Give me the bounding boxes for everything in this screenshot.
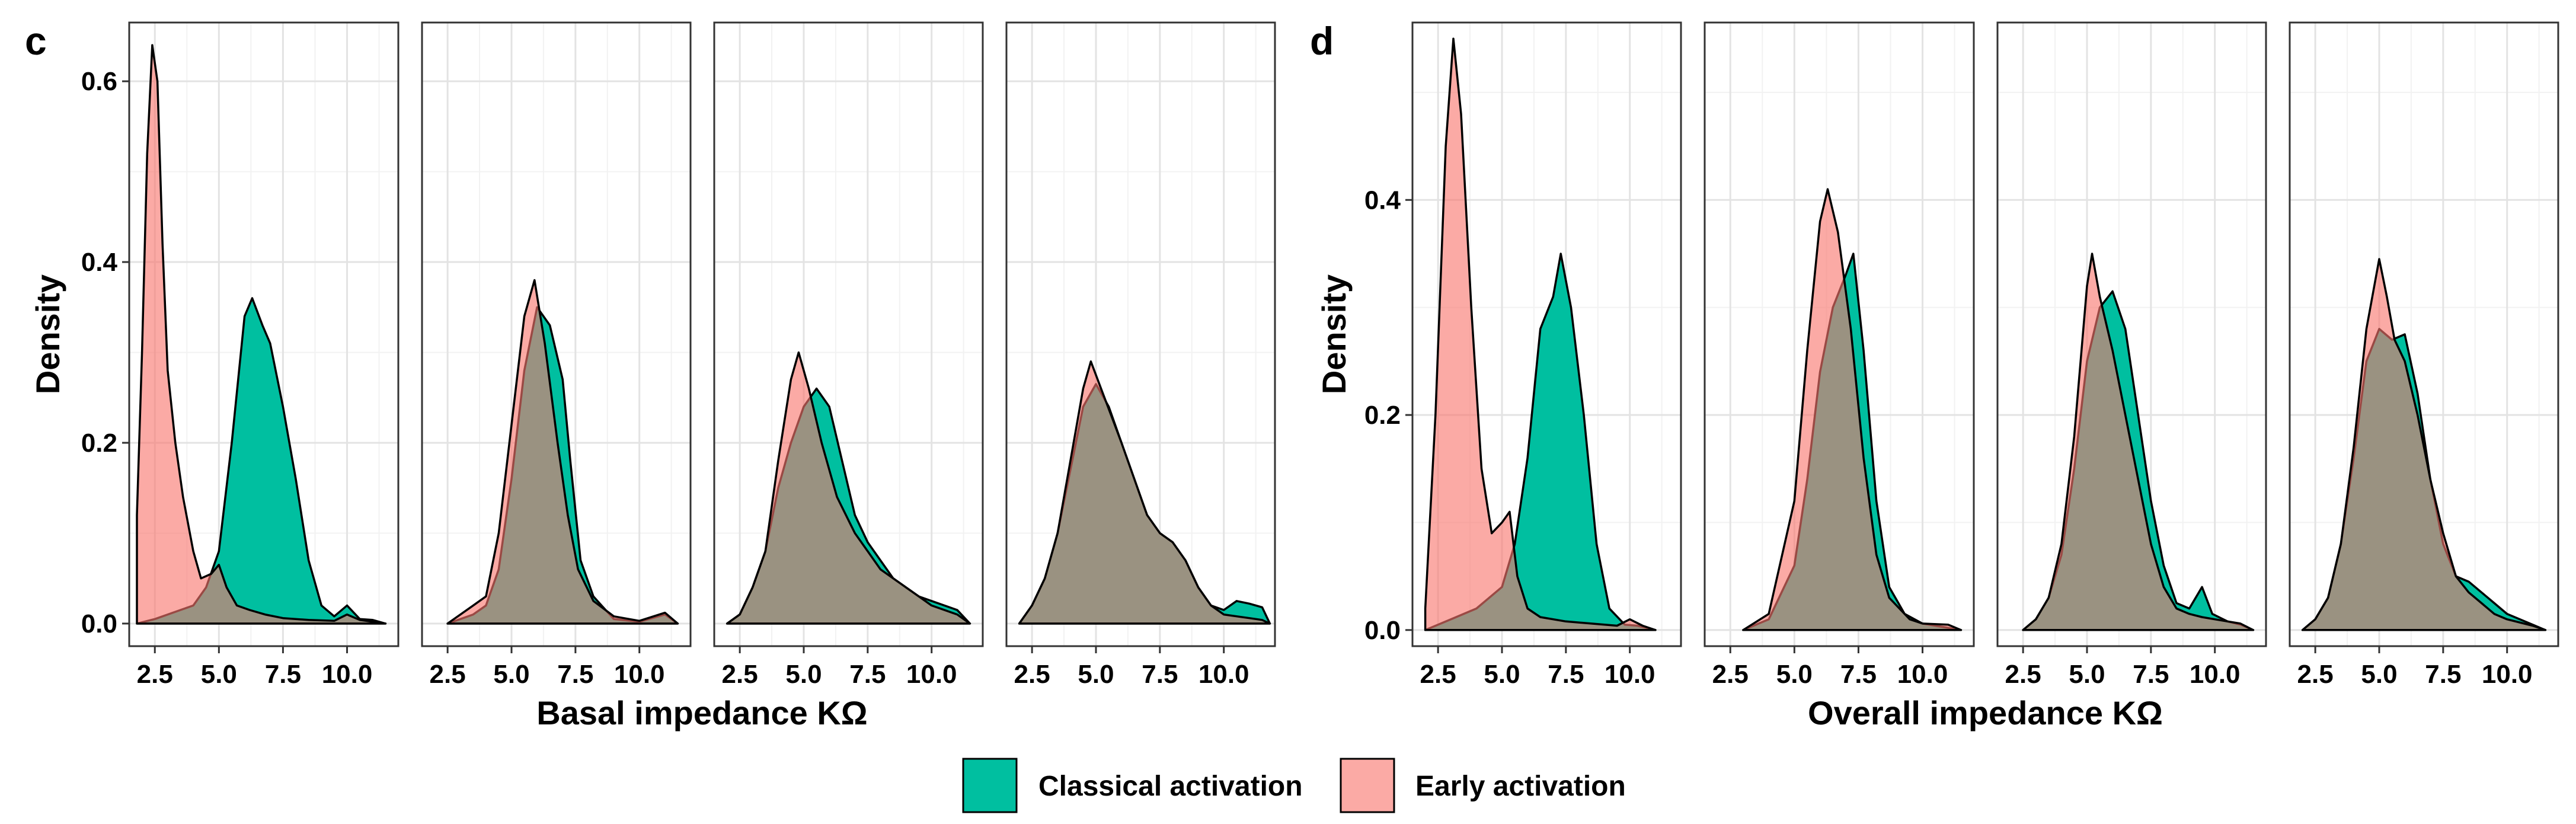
facet-panel-3: 2.5 5.0 7.5 10.0 — [713, 21, 984, 689]
y-tick-label: 0.6 — [81, 67, 117, 96]
y-axis-title: Density — [1315, 274, 1353, 394]
y-tick-label: 0.4 — [81, 248, 118, 277]
legend-label-classical-activation: Classical activation — [1038, 771, 1303, 802]
x-tick-label: 2.5 — [1014, 660, 1050, 689]
x-tick-label: 10.0 — [2482, 660, 2533, 689]
x-tick-label: 7.5 — [2425, 660, 2461, 689]
x-tick-label: 5.0 — [201, 660, 237, 689]
density-area-early-activation — [1742, 188, 1963, 631]
panel-border — [1411, 21, 1682, 647]
panel-border — [128, 21, 399, 647]
x-tick-label: 2.5 — [1712, 660, 1749, 689]
x-tick-label: 10.0 — [322, 660, 373, 689]
x-tick-label: 5.0 — [2069, 660, 2105, 689]
x-tick-label: 10.0 — [1605, 660, 1655, 689]
panel-label-c: c — [25, 19, 47, 63]
x-tick-label: 10.0 — [614, 660, 665, 689]
x-tick-label: 7.5 — [849, 660, 886, 689]
x-tick-label: 5.0 — [493, 660, 529, 689]
facet-panel-2: 2.5 5.0 7.5 10.0 — [421, 21, 692, 689]
x-tick-label: 2.5 — [430, 660, 466, 689]
y-tick-label: 0.4 — [1364, 186, 1401, 215]
y-tick-label: 0.2 — [1364, 401, 1401, 430]
x-tick-label: 7.5 — [265, 660, 301, 689]
x-tick-label: 5.0 — [1078, 660, 1114, 689]
x-tick-label: 2.5 — [722, 660, 758, 689]
y-tick-label: 0.0 — [1364, 616, 1401, 645]
x-tick-label: 2.5 — [2005, 660, 2041, 689]
x-tick-label: 10.0 — [1198, 660, 1249, 689]
x-tick-label: 5.0 — [1776, 660, 1813, 689]
y-axis-title: Density — [29, 274, 66, 394]
legend-item-early-activation: Early activation — [1340, 758, 1626, 813]
x-tick-label: 2.5 — [137, 660, 173, 689]
facet-panel-3: 2.5 5.0 7.5 10.0 — [1996, 21, 2267, 689]
density-area-early-activation — [1424, 37, 1657, 631]
x-tick-label: 10.0 — [2190, 660, 2241, 689]
facet-panel-1: 2.5 5.0 7.5 10.0 — [128, 21, 399, 689]
density-area-early-activation — [446, 279, 679, 625]
density-area-early-activation — [1018, 360, 1271, 625]
x-tick-label: 7.5 — [1548, 660, 1584, 689]
density-area-early-activation — [2301, 258, 2547, 631]
panel-border — [1996, 21, 2267, 647]
x-tick-label: 7.5 — [1142, 660, 1178, 689]
panel-border — [421, 21, 692, 647]
x-tick-label: 2.5 — [2297, 660, 2334, 689]
legend-swatch-classical-activation — [962, 758, 1018, 813]
facet-panel-2: 2.5 5.0 7.5 10.0 — [1704, 21, 1975, 689]
facet-panel-4: 2.5 5.0 7.5 10.0 — [2289, 21, 2559, 689]
legend: Classical activation Early activation — [962, 758, 1626, 813]
x-tick-label: 10.0 — [1897, 660, 1948, 689]
x-tick-label: 10.0 — [906, 660, 957, 689]
y-tick-label: 0.2 — [81, 429, 117, 458]
facet-panel-4: 2.5 5.0 7.5 10.0 — [1005, 21, 1276, 689]
panel-label-d: d — [1310, 19, 1334, 63]
x-axis-title: Basal impedance KΩ — [536, 694, 867, 732]
x-tick-label: 5.0 — [785, 660, 822, 689]
density-area-early-activation — [2022, 253, 2255, 631]
x-tick-label: 7.5 — [2133, 660, 2169, 689]
facet-panel-1: 2.5 5.0 7.5 10.0 — [1411, 21, 1682, 689]
panel-border — [1005, 21, 1276, 647]
y-tick-label: 0.0 — [81, 609, 117, 638]
x-tick-label: 5.0 — [2361, 660, 2397, 689]
x-tick-label: 7.5 — [557, 660, 593, 689]
legend-label-early-activation: Early activation — [1415, 771, 1626, 802]
x-tick-label: 7.5 — [1840, 660, 1877, 689]
density-area-early-activation — [726, 351, 971, 625]
density-area-early-activation — [136, 44, 387, 625]
legend-item-classical-activation: Classical activation — [962, 758, 1303, 813]
panel-border — [2289, 21, 2559, 647]
panel-border — [1704, 21, 1975, 647]
x-axis-title: Overall impedance KΩ — [1808, 694, 2163, 732]
panel-border — [713, 21, 984, 647]
x-tick-label: 5.0 — [1484, 660, 1520, 689]
x-tick-label: 2.5 — [1420, 660, 1456, 689]
legend-swatch-early-activation — [1340, 758, 1395, 813]
